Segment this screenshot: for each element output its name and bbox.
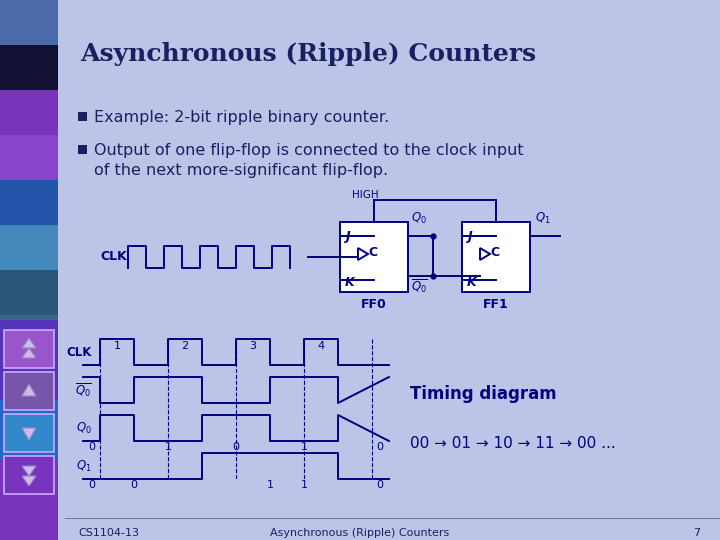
- Text: J: J: [467, 230, 472, 243]
- Text: Example: 2-bit ripple binary counter.: Example: 2-bit ripple binary counter.: [94, 110, 390, 125]
- Bar: [0, 45, 58, 90]
- Text: 0: 0: [89, 442, 96, 452]
- Text: 3: 3: [250, 341, 256, 351]
- Text: CLK: CLK: [100, 251, 127, 264]
- Text: 0: 0: [377, 442, 384, 452]
- Bar: [340, 222, 408, 292]
- Text: $Q_0$: $Q_0$: [411, 211, 427, 226]
- Text: 0: 0: [377, 480, 384, 490]
- Bar: [0, 270, 58, 315]
- Text: 2: 2: [181, 341, 189, 351]
- Bar: [4, 330, 54, 368]
- Text: 7: 7: [693, 528, 700, 538]
- Text: Output of one flip-flop is connected to the clock input: Output of one flip-flop is connected to …: [94, 143, 523, 158]
- Text: K: K: [467, 276, 477, 289]
- Bar: [0, 180, 58, 225]
- Bar: [0, 225, 58, 270]
- Polygon shape: [22, 384, 36, 396]
- Bar: [4, 372, 54, 410]
- Bar: [0, 360, 58, 405]
- Bar: [0, 90, 58, 135]
- Polygon shape: [22, 428, 36, 440]
- Bar: [462, 222, 530, 292]
- Bar: [0, 495, 58, 540]
- Text: 0: 0: [130, 480, 138, 490]
- Text: 1: 1: [114, 341, 120, 351]
- Text: CS1104-13: CS1104-13: [78, 528, 139, 538]
- Text: HIGH: HIGH: [352, 190, 379, 200]
- Polygon shape: [22, 348, 36, 358]
- Bar: [0, 320, 58, 540]
- Text: 1: 1: [300, 442, 307, 452]
- Text: FF1: FF1: [483, 298, 509, 311]
- Text: J: J: [345, 230, 350, 243]
- Text: 1: 1: [164, 442, 171, 452]
- Text: 0: 0: [89, 480, 96, 490]
- Bar: [0, 460, 58, 540]
- Bar: [0, 405, 58, 450]
- Text: $Q_0$: $Q_0$: [76, 421, 92, 436]
- Text: CLK: CLK: [67, 346, 92, 359]
- Text: $Q_1$: $Q_1$: [535, 211, 551, 226]
- Text: $\overline{Q_0}$: $\overline{Q_0}$: [411, 277, 428, 295]
- Text: 1: 1: [300, 480, 307, 490]
- Polygon shape: [22, 466, 36, 476]
- Bar: [0, 400, 58, 540]
- Text: C: C: [368, 246, 377, 260]
- Bar: [0, 135, 58, 180]
- Text: $Q_1$: $Q_1$: [76, 458, 92, 474]
- Text: 0: 0: [233, 442, 240, 452]
- Polygon shape: [22, 338, 36, 348]
- Bar: [78, 112, 87, 121]
- Bar: [4, 414, 54, 452]
- Bar: [0, 450, 58, 495]
- Bar: [78, 145, 87, 154]
- Text: of the next more-significant flip-flop.: of the next more-significant flip-flop.: [94, 163, 388, 178]
- Text: Timing diagram: Timing diagram: [410, 385, 557, 403]
- Text: Asynchronous (Ripple) Counters: Asynchronous (Ripple) Counters: [271, 528, 449, 538]
- Polygon shape: [22, 476, 36, 486]
- Bar: [4, 456, 54, 494]
- Text: 1: 1: [266, 480, 274, 490]
- Text: $\overline{Q_0}$: $\overline{Q_0}$: [75, 381, 92, 399]
- Text: FF0: FF0: [361, 298, 387, 311]
- Bar: [0, 315, 58, 360]
- Text: 00 → 01 → 10 → 11 → 00 ...: 00 → 01 → 10 → 11 → 00 ...: [410, 436, 616, 451]
- Text: C: C: [490, 246, 499, 260]
- Text: Asynchronous (Ripple) Counters: Asynchronous (Ripple) Counters: [80, 42, 536, 66]
- Text: K: K: [345, 276, 355, 289]
- Bar: [0, 0, 58, 45]
- Text: 4: 4: [318, 341, 325, 351]
